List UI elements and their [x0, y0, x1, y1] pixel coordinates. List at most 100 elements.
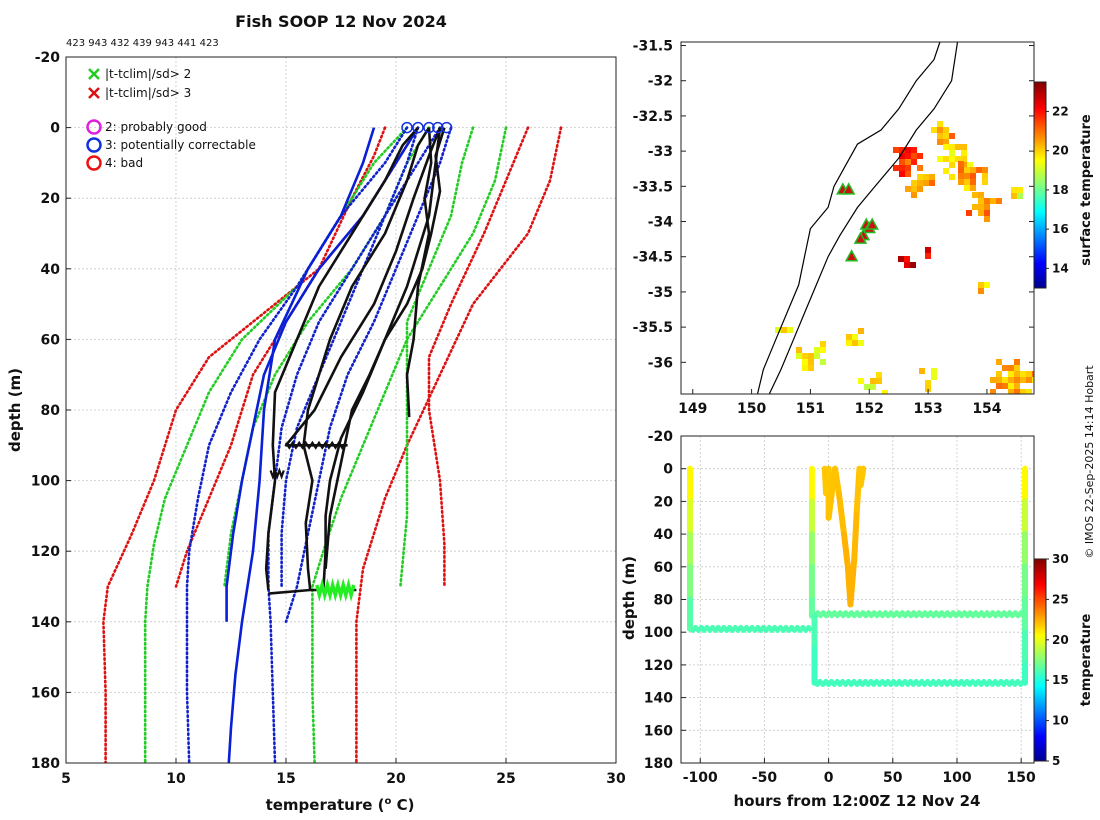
- sst-pixel: [949, 174, 955, 180]
- sst-pixel: [905, 165, 911, 171]
- sst-pixel: [852, 340, 858, 346]
- sst-pixel: [949, 144, 955, 150]
- sst-pixel: [925, 253, 931, 259]
- x-axis-unit-c: C): [391, 796, 414, 814]
- sst-pixel: [982, 167, 988, 173]
- time-depth-series: [686, 465, 1029, 687]
- sst-pixel: [955, 144, 961, 150]
- sst-pixel: [990, 389, 996, 394]
- x-tick-label: 20: [386, 771, 406, 787]
- sst-pixel: [911, 180, 917, 186]
- left-ticks: 5 10 15 20 25 30 -20 0 20 40 60 80 100 120 140 160 180: [31, 50, 626, 787]
- y-tick-label: 20: [41, 191, 61, 207]
- station-marker: [853, 231, 868, 244]
- sst-pixel: [1002, 383, 1008, 389]
- map-ticks: 149 150 151 152 153 154 -31.5 -32 -32.5 -33 -33.5 -…: [633, 39, 1034, 417]
- sst-pixel: [1032, 377, 1034, 383]
- sst-pixel: [982, 173, 988, 179]
- sst-pixel: [955, 156, 961, 162]
- sst-pixel: [982, 179, 988, 185]
- sst-pixel: [1008, 389, 1014, 394]
- sst-pixel: [905, 147, 911, 153]
- temp-colorbar-scale: [1033, 558, 1047, 762]
- sst-pixel: [864, 384, 870, 390]
- left-plot: 5 10 15 20 25 30 -20 0 20 40 60 80 100 120 140 160 180 |…: [31, 50, 626, 787]
- sst-pixel: [1017, 193, 1023, 199]
- sst-pixel: [925, 247, 931, 253]
- sst-pixel: [984, 216, 990, 222]
- sst-pixel: [984, 282, 990, 288]
- sst-pixel: [820, 359, 826, 365]
- map-x-tick-label: 153: [913, 401, 942, 417]
- map-y-tick-label: -35: [648, 285, 673, 301]
- legend-label: 4: bad: [105, 156, 143, 170]
- chart-title: Fish SOOP 12 Nov 2024: [235, 12, 447, 31]
- cast-segment: [851, 506, 860, 562]
- map-colorbar-tick-label: 14: [1052, 261, 1069, 275]
- map-y-tick-label: -31.5: [633, 39, 673, 55]
- legend-circle-icon: [86, 119, 102, 135]
- y-tick-label: 40: [41, 262, 61, 278]
- x-tick-label: 25: [496, 771, 515, 787]
- sst-pixel: [929, 180, 935, 186]
- sst-pixel: [919, 368, 925, 374]
- sst-pixel: [808, 365, 814, 371]
- time-y-tick-label: 80: [654, 593, 674, 609]
- sst-pixel: [911, 153, 917, 159]
- sst-pixel: [949, 133, 955, 139]
- y-tick-label: 80: [41, 403, 61, 419]
- surface-flag-circle: [412, 121, 424, 134]
- sst-pixel: [970, 167, 976, 173]
- legend-label: 3: potentially correctable: [105, 138, 256, 152]
- sst-pixel: [961, 150, 967, 156]
- map-colorbar-ticks: 14 16 18 20 22: [1046, 104, 1069, 275]
- sst-pixel: [775, 327, 781, 333]
- sst-pixel: [1014, 371, 1020, 377]
- watermark: © IMOS 22-Sep-2025 14:14 Hobart: [1083, 365, 1096, 559]
- sst-pixel: [904, 262, 910, 268]
- time-depth-ticks: -100 -50 0 50 100 150 -20 0 20 40 60 80 100 120 140 160…: [644, 429, 1036, 786]
- sst-pixel: [937, 139, 943, 145]
- surface-flag-circle: [432, 121, 444, 134]
- sst-pixel: [943, 144, 949, 150]
- map-x-tick-label: 151: [796, 401, 825, 417]
- x-tick-label: 15: [276, 771, 295, 787]
- time-depth-plot: -100 -50 0 50 100 150 -20 0 20 40 60 80 100 120 140 160…: [644, 429, 1036, 786]
- time-x-tick-label: 100: [942, 770, 971, 786]
- cast-segment: [835, 490, 848, 538]
- sst-pixel: [976, 167, 982, 173]
- sst-pixel: [911, 192, 917, 198]
- series-line-clim-mean-b: [227, 127, 376, 763]
- y-tick-label: 180: [31, 756, 60, 772]
- sst-pixel: [1026, 389, 1032, 394]
- sst-pixel: [925, 380, 931, 386]
- series-line-profile-4: [322, 127, 442, 591]
- map-x-tick-label: 152: [855, 401, 884, 417]
- legend-label: |t-tclim|/sd> 3: [105, 86, 191, 100]
- time-y-tick-label: 100: [644, 625, 673, 641]
- sst-pixel: [931, 374, 937, 380]
- sst-pixel: [996, 371, 1002, 377]
- sst-pixel: [1014, 401, 1020, 407]
- sst-pixel: [958, 173, 964, 179]
- sst-pixel: [949, 156, 955, 162]
- sst-pixel: [905, 186, 911, 192]
- sst-pixel: [899, 165, 905, 171]
- x-axis-label: temperature (o C): [266, 796, 415, 814]
- sst-pixel: [917, 153, 923, 159]
- series-line-clim-+2sd-b: [399, 126, 475, 588]
- cast-segment: [832, 465, 842, 497]
- time-y-tick-label: 0: [663, 462, 673, 478]
- profile-wiggle-90m: [285, 440, 347, 450]
- sst-pixel: [796, 347, 802, 353]
- map-y-tick-label: -32.5: [633, 109, 673, 125]
- map-y-tick-label: -34.5: [633, 250, 673, 266]
- temp-colorbar-tick-label: 15: [1052, 673, 1069, 687]
- x-tick-label: 30: [606, 771, 626, 787]
- sst-pixel: [802, 365, 808, 371]
- sst-pixel: [820, 341, 826, 347]
- sst-pixel: [917, 165, 923, 171]
- sst-pixel: [970, 173, 976, 179]
- sst-pixel: [1002, 377, 1008, 383]
- temp-colorbar-label: temperature: [1079, 614, 1094, 707]
